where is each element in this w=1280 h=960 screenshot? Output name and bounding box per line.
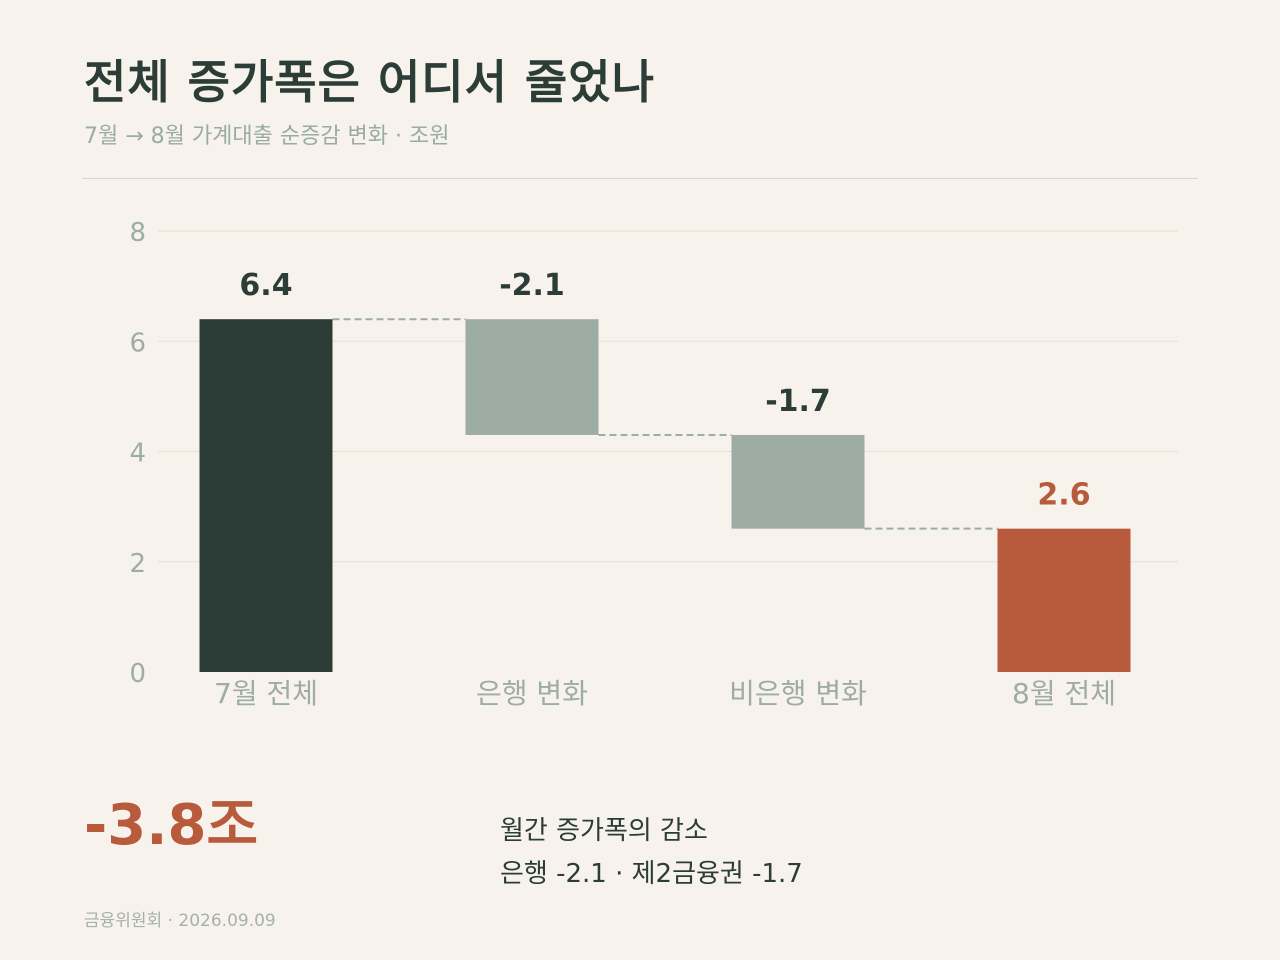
data-label: 6.4 bbox=[239, 268, 292, 303]
data-label: 2.6 bbox=[1037, 478, 1090, 513]
summary-note: 월간 증가폭의 감소 은행 -2.1 · 제2금융권 -1.7 bbox=[500, 810, 803, 896]
bar-2 bbox=[465, 319, 599, 435]
source-caption: 금융위원회 · 2026.09.09 bbox=[84, 911, 276, 931]
bar-4 bbox=[997, 528, 1131, 672]
y-tick-label: 2 bbox=[129, 549, 146, 579]
y-tick-label: 8 bbox=[129, 218, 146, 248]
x-category-label: 8월 전체 bbox=[1012, 677, 1116, 710]
x-category-label: 은행 변화 bbox=[476, 677, 588, 710]
y-tick-label: 0 bbox=[129, 659, 146, 689]
data-label: -1.7 bbox=[765, 384, 831, 419]
page-title: 전체 증가폭은 어디서 줄었나 bbox=[84, 55, 655, 109]
y-tick-label: 4 bbox=[129, 439, 146, 469]
bar-3 bbox=[731, 434, 865, 529]
summary-big-value: -3.8조 bbox=[84, 793, 258, 858]
bar-1 bbox=[199, 319, 333, 672]
header-divider bbox=[82, 178, 1198, 179]
waterfall-chart: 0 2 4 6 8 6.4 -2.1 -1.7 2.6 7월 전체 은행 변화 비은행 변화 8월 전체 bbox=[129, 218, 1178, 710]
x-category-label: 7월 전체 bbox=[214, 677, 318, 710]
summary-line-1: 월간 증가폭의 감소 bbox=[500, 816, 708, 846]
data-label: -2.1 bbox=[499, 268, 565, 303]
y-tick-label: 6 bbox=[129, 328, 146, 358]
summary-line-2: 은행 -2.1 · 제2금융권 -1.7 bbox=[500, 859, 803, 889]
x-category-label: 비은행 변화 bbox=[729, 677, 867, 710]
page-subtitle: 7월 → 8월 가계대출 순증감 변화 · 조원 bbox=[84, 124, 450, 149]
